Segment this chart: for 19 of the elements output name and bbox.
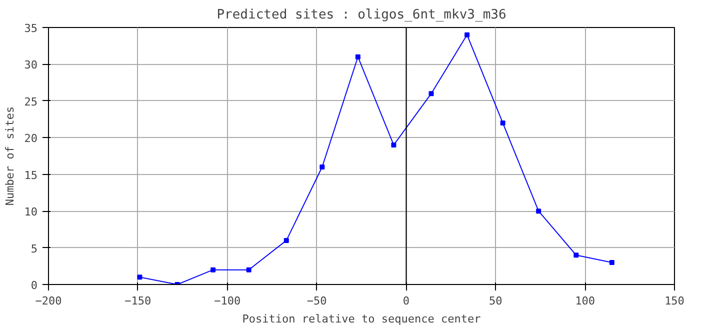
y-tick-label: 35 (24, 22, 38, 35)
x-tick-label: 0 (402, 294, 410, 308)
x-axis-title: Position relative to sequence center (242, 312, 482, 326)
x-tick-label: −150 (124, 294, 152, 308)
x-tick-label: −50 (306, 294, 327, 308)
y-tick-label: 0 (30, 279, 38, 292)
y-tick-label: 10 (24, 206, 38, 219)
x-tick-label: 150 (664, 294, 684, 308)
y-tick-label: 25 (24, 95, 38, 108)
x-tick-label: −200 (35, 294, 62, 308)
y-tick-label: 15 (24, 168, 38, 182)
y-tick-label: 20 (24, 132, 38, 146)
x-tick-label: 100 (575, 294, 596, 308)
y-tick-label: 30 (24, 58, 38, 72)
chart-title: Predicted sites : oligos_6nt_mkv3_m36 (216, 8, 506, 22)
x-tick-label: 50 (489, 294, 502, 308)
y-axis-title: Number of sites (3, 106, 16, 206)
y-tick-label: 5 (30, 242, 38, 256)
x-tick-label: −100 (214, 294, 241, 308)
